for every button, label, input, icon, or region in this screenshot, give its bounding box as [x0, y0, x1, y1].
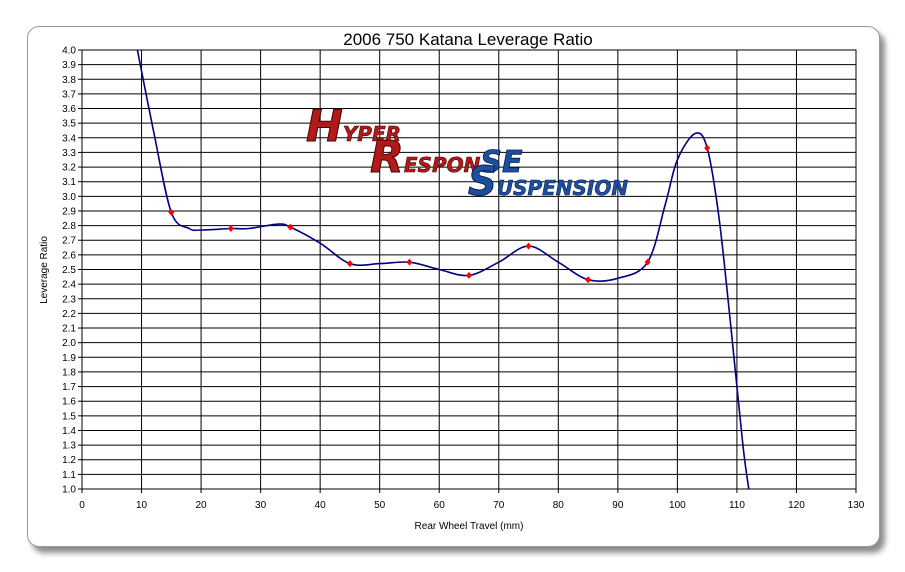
x-tick-label: 70	[493, 500, 505, 511]
y-tick-label: 2.3	[62, 294, 76, 305]
y-tick-label: 1.2	[62, 455, 76, 466]
y-tick-label: 1.6	[62, 397, 76, 408]
logo-text-se: SE	[480, 145, 523, 180]
data-point-marker	[168, 208, 175, 216]
data-point-marker	[644, 258, 651, 266]
y-tick-label: 3.7	[62, 89, 76, 100]
svg-text:SUSPENSION: SUSPENSION	[468, 159, 628, 205]
y-tick-label: 1.9	[62, 353, 76, 364]
y-tick-label: 3.1	[62, 177, 76, 188]
x-tick-label: 100	[669, 500, 686, 511]
y-axis-label: Leverage Ratio	[39, 236, 50, 304]
y-tick-label: 1.3	[62, 441, 76, 452]
y-tick-label: 2.5	[62, 265, 76, 276]
x-tick-label: 0	[79, 500, 85, 511]
x-tick-label: 60	[434, 500, 446, 511]
x-axis-label: Rear Wheel Travel (mm)	[415, 521, 524, 532]
logo-initial-h: H	[306, 101, 343, 152]
y-tick-label: 4.0	[62, 46, 76, 57]
logo-initial-s: S	[468, 159, 497, 205]
y-tick-label: 1.4	[62, 426, 76, 437]
logo-text-espon: ESPON	[404, 153, 481, 177]
data-point-marker	[466, 271, 472, 279]
y-tick-label: 3.9	[62, 60, 76, 71]
y-tick-label: 1.5	[62, 411, 76, 422]
data-point-marker	[525, 242, 532, 250]
x-tick-label: 90	[612, 500, 624, 511]
y-tick-label: 3.6	[62, 104, 76, 115]
chart-title: 2006 750 Katana Leverage Ratio	[343, 30, 593, 49]
data-point-marker	[227, 225, 234, 233]
x-tick-label: 130	[848, 500, 865, 511]
y-tick-label: 2.9	[62, 206, 76, 217]
x-axis-ticks: 0 10 20 30 40 50 60 70 80 90 100 110 120 130	[79, 489, 865, 511]
y-tick-label: 2.6	[62, 250, 76, 261]
y-tick-label: 2.2	[62, 309, 76, 320]
logo-text-uspension: USPENSION	[497, 176, 629, 200]
svg-text:HYPER: HYPER	[306, 101, 401, 152]
y-tick-label: 3.2	[62, 163, 76, 174]
x-tick-label: 10	[136, 500, 148, 511]
y-tick-label: 1.7	[62, 382, 76, 393]
y-tick-label: 2.8	[62, 221, 76, 232]
x-tick-label: 80	[553, 500, 565, 511]
x-tick-label: 120	[788, 500, 805, 511]
x-tick-label: 50	[374, 500, 386, 511]
y-tick-label: 3.8	[62, 75, 76, 86]
y-tick-label: 2.1	[62, 324, 76, 335]
y-tick-label: 1.1	[62, 470, 76, 481]
y-tick-label: 3.4	[62, 133, 76, 144]
y-tick-label: 2.0	[62, 338, 76, 349]
y-tick-label: 3.5	[62, 119, 76, 130]
y-axis-ticks: 1.0 1.1 1.2 1.3 1.4 1.5 1.6 1.7 1.8 1.9 2.0 2.1 2.2 2…	[62, 46, 82, 496]
logo-text-yper: YPER	[343, 122, 401, 146]
data-point-marker	[406, 258, 413, 266]
gridlines	[82, 50, 856, 489]
data-point-markers	[168, 144, 711, 284]
x-tick-label: 30	[255, 500, 267, 511]
y-tick-label: 1.0	[62, 485, 76, 496]
logo-initial-r: R	[370, 132, 404, 183]
data-point-marker	[346, 260, 353, 268]
data-point-marker	[585, 276, 592, 284]
y-tick-label: 2.4	[62, 280, 76, 291]
y-tick-label: 2.7	[62, 236, 76, 247]
x-tick-label: 20	[196, 500, 208, 511]
x-tick-label: 40	[315, 500, 327, 511]
data-point-marker	[704, 144, 711, 152]
y-tick-label: 3.0	[62, 192, 76, 203]
svg-text:RESPONSE: RESPONSE	[370, 132, 523, 183]
data-point-marker	[287, 223, 294, 231]
y-tick-label: 3.3	[62, 148, 76, 159]
y-tick-label: 1.8	[62, 367, 76, 378]
hyper-response-suspension-logo: HYPER RESPONSE SUSPENSION	[306, 101, 629, 206]
x-tick-label: 110	[729, 500, 745, 511]
